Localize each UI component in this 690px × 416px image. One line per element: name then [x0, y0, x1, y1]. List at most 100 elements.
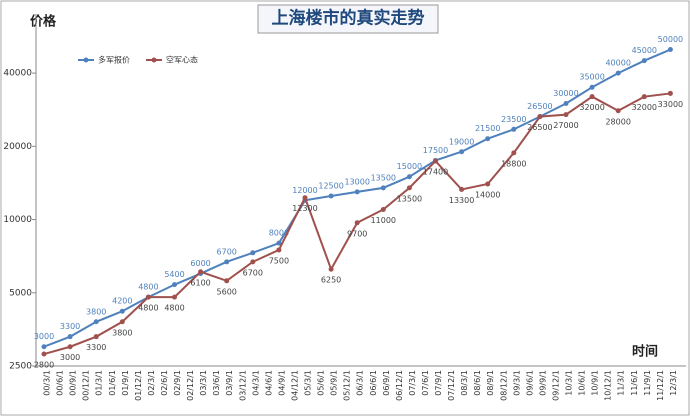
data-label: 4800 [138, 304, 158, 313]
x-tick-label: 01/9/1 [121, 370, 130, 396]
x-tick-label: 03/12/1 [238, 370, 247, 401]
x-tick-label: 10/6/1 [578, 370, 587, 396]
data-point [41, 351, 47, 357]
data-point [485, 136, 491, 142]
x-tick-label: 11/9/1 [643, 370, 652, 396]
data-label: 6700 [243, 268, 263, 277]
data-point [589, 94, 595, 100]
data-label: 45000 [632, 46, 657, 55]
data-label: 12500 [318, 181, 343, 190]
x-tick-label: 00/3/1 [43, 370, 52, 396]
x-tick-label: 05/12/1 [343, 370, 352, 401]
x-tick-label: 08/12/1 [499, 370, 508, 401]
data-point [406, 185, 412, 191]
data-label: 32000 [632, 103, 657, 112]
data-label: 35000 [579, 73, 604, 82]
data-label: 19000 [449, 137, 474, 146]
x-tick-label: 00/12/1 [82, 370, 91, 401]
data-label: 6000 [190, 259, 210, 268]
data-label: 4200 [112, 297, 132, 306]
x-tick-label: 09/6/1 [525, 370, 534, 396]
data-point [354, 189, 360, 195]
data-point [328, 266, 334, 272]
x-tick-label: 04/3/1 [251, 370, 260, 396]
data-point [563, 112, 569, 118]
data-label: 26500 [527, 123, 552, 132]
data-label: 13000 [344, 177, 369, 186]
y-tick-label: 20000 [3, 142, 32, 152]
x-tick-label: 00/9/1 [69, 370, 78, 396]
x-tick-label: 02/3/1 [147, 370, 156, 396]
x-tick-label: 07/6/1 [421, 370, 430, 396]
x-tick-label: 01/12/1 [134, 370, 143, 401]
x-tick-label: 12/3/1 [669, 370, 678, 396]
x-tick-label: 05/9/1 [330, 370, 339, 396]
data-point [172, 294, 177, 300]
data-label: 6700 [217, 247, 237, 256]
x-tick-label: 10/3/1 [565, 370, 574, 396]
data-point [224, 278, 230, 284]
data-point [406, 174, 412, 180]
data-label: 3800 [86, 307, 106, 316]
data-point [380, 206, 386, 212]
y-tick-label: 40000 [3, 69, 32, 79]
data-point [172, 282, 177, 288]
data-label: 7500 [269, 256, 289, 265]
data-label: 23500 [501, 115, 526, 124]
chart-title: 上海楼市的真实走势 [272, 8, 425, 29]
data-point [328, 193, 334, 199]
data-label: 6100 [190, 278, 210, 287]
x-tick-label: 03/3/1 [199, 370, 208, 396]
x-axis-label: 时间 [632, 344, 658, 360]
data-label: 12300 [292, 204, 317, 213]
x-tick-label: 06/6/1 [369, 370, 378, 396]
data-point [615, 108, 621, 114]
x-tick-label: 11/12/1 [656, 370, 665, 401]
x-tick-label: 04/6/1 [264, 370, 273, 396]
data-label: 27000 [553, 121, 578, 130]
data-label: 3300 [86, 343, 106, 352]
x-tick-label: 06/9/1 [382, 370, 391, 396]
data-point [615, 70, 621, 76]
data-point [276, 247, 282, 253]
data-label: 14000 [475, 191, 500, 200]
data-point [511, 150, 517, 156]
data-point [459, 186, 465, 192]
data-point [563, 101, 569, 107]
data-label: 13500 [397, 194, 422, 203]
data-point [145, 294, 151, 300]
data-label: 3000 [60, 353, 80, 362]
x-tick-label: 07/3/1 [408, 370, 417, 396]
data-label: 8000 [269, 229, 289, 238]
data-label: 30000 [553, 89, 578, 98]
data-point [537, 114, 543, 120]
data-label: 32000 [579, 103, 604, 112]
data-point [67, 334, 73, 340]
data-label: 3800 [112, 328, 132, 337]
x-tick-label: 09/9/1 [538, 370, 547, 396]
x-tick-label: 02/6/1 [160, 370, 169, 396]
x-tick-label: 04/12/1 [290, 370, 299, 401]
data-label: 26500 [527, 102, 552, 111]
data-point [93, 334, 99, 340]
data-label: 40000 [605, 59, 630, 68]
data-point [302, 195, 308, 201]
y-axis-label: 价格 [30, 14, 57, 30]
x-tick-label: 11/6/1 [630, 370, 639, 396]
x-tick-label: 00/6/1 [56, 370, 65, 396]
x-tick-label: 07/9/1 [434, 370, 443, 396]
data-point [224, 259, 230, 265]
data-point [641, 58, 647, 64]
data-label: 2800 [34, 361, 54, 370]
x-tick-label: 02/12/1 [186, 370, 195, 401]
data-point [119, 319, 125, 325]
data-label: 15000 [397, 162, 422, 171]
data-label: 3000 [34, 332, 54, 341]
data-point [433, 158, 438, 164]
x-tick-label: 05/6/1 [317, 370, 326, 396]
x-tick-label: 06/3/1 [356, 370, 365, 396]
y-tick-label: 10000 [3, 215, 32, 225]
data-label: 4800 [138, 283, 158, 292]
